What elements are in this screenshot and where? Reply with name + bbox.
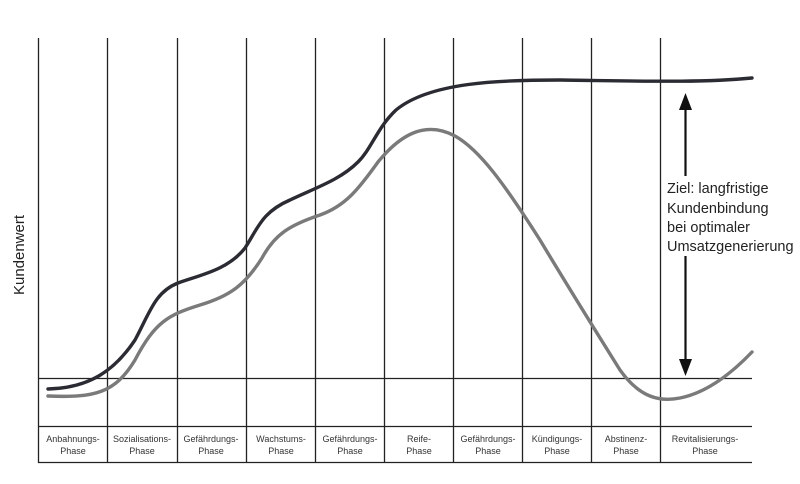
annotation-line-2: Kundenbindung [667,201,769,217]
annotation-line-1: Ziel: langfristige [667,181,769,197]
phase-label-2-line-1: Sozialisations- [113,434,171,444]
phase-label-4-line-1: Wachstums- [256,434,306,444]
arrow-head-up [679,93,692,110]
phase-label-5-line-1: Gefährdungs- [322,434,377,444]
phase-label-8-line-1: Kündigungs- [532,434,583,444]
phase-label-1-line-1: Anbahnungs- [46,434,100,444]
arrow-head-down [679,359,692,376]
phase-label-8-line-2: Phase [544,446,570,456]
phase-label-7-line-2: Phase [475,446,501,456]
phase-label-6-line-2: Phase [406,446,432,456]
y-axis-label: Kundenwert [11,214,28,295]
phase-label-5-line-2: Phase [337,446,363,456]
phase-label-2-line-2: Phase [129,446,155,456]
phase-label-3-line-1: Gefährdungs- [183,434,238,444]
annotation-line-3: bei optimaler [667,220,750,236]
phase-label-6-line-1: Reife- [407,434,431,444]
phase-label-7-line-1: Gefährdungs- [460,434,515,444]
annotation: Ziel: langfristige Kundenbindung bei opt… [664,176,800,256]
phase-label-4-line-2: Phase [268,446,294,456]
phase-labels: Anbahnungs- Phase Sozialisations- Phase … [46,434,738,456]
phase-label-1-line-2: Phase [60,446,86,456]
lower-curve [46,127,754,402]
phase-label-10-line-2: Phase [692,446,718,456]
phase-label-9-line-1: Abstinenz- [605,434,648,444]
upper-curve [46,76,754,391]
phase-label-3-line-2: Phase [198,446,224,456]
horizontal-lines [38,377,752,464]
phase-separators [37,38,662,463]
annotation-line-4: Umsatzgenerierung [667,239,794,255]
phase-label-9-line-2: Phase [613,446,639,456]
phase-label-10-line-1: Revitalisierungs- [672,434,739,444]
